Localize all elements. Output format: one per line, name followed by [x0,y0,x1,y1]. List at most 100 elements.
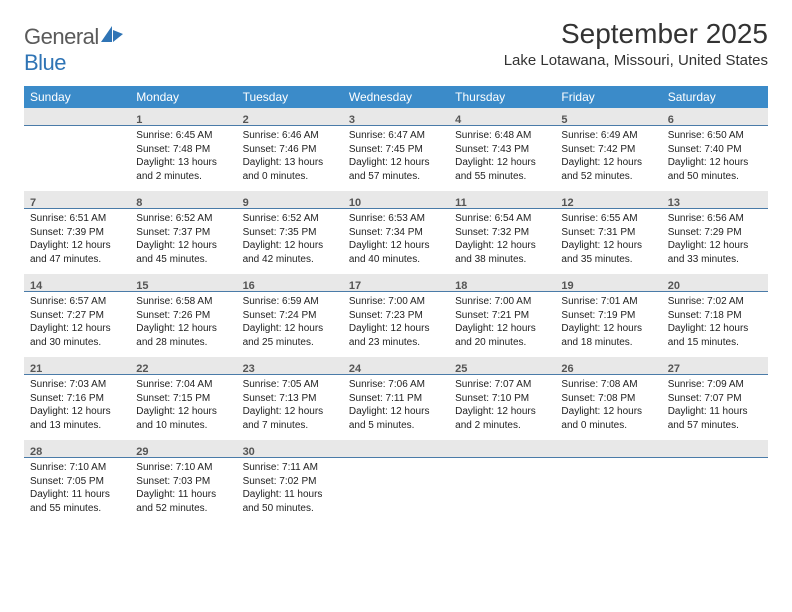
day-number-bar: 8 [130,191,236,209]
daylight-text: Daylight: 13 hours and 2 minutes. [136,156,230,183]
location: Lake Lotawana, Missouri, United States [504,52,768,69]
daylight-text: Daylight: 12 hours and 45 minutes. [136,239,230,266]
day-number-bar: 26 [555,357,661,375]
day-number: 22 [136,363,148,375]
day-number-bar: 18 [449,274,555,292]
daylight-text: Daylight: 12 hours and 38 minutes. [455,239,549,266]
logo-text-blue: Blue [24,50,66,75]
sunset-text: Sunset: 7:42 PM [561,143,655,157]
sunrise-text: Sunrise: 7:10 AM [136,461,230,475]
day-number: 18 [455,280,467,292]
day-cell-body: Sunrise: 7:04 AMSunset: 7:15 PMDaylight:… [130,375,236,440]
day-cell-body [343,458,449,469]
day-cell: 24Sunrise: 7:06 AMSunset: 7:11 PMDayligh… [343,357,449,440]
day-cell [24,108,130,191]
sunset-text: Sunset: 7:08 PM [561,392,655,406]
day-number-bar: 6 [662,108,768,126]
sunrise-text: Sunrise: 7:09 AM [668,378,762,392]
sunset-text: Sunset: 7:19 PM [561,309,655,323]
sunset-text: Sunset: 7:07 PM [668,392,762,406]
day-cell: 19Sunrise: 7:01 AMSunset: 7:19 PMDayligh… [555,274,661,357]
day-number-bar: 24 [343,357,449,375]
sunrise-text: Sunrise: 7:07 AM [455,378,549,392]
daylight-text: Daylight: 12 hours and 0 minutes. [561,405,655,432]
week-row: 1Sunrise: 6:45 AMSunset: 7:48 PMDaylight… [24,108,768,191]
day-number-bar: 2 [237,108,343,126]
daylight-text: Daylight: 12 hours and 15 minutes. [668,322,762,349]
sunset-text: Sunset: 7:15 PM [136,392,230,406]
daylight-text: Daylight: 11 hours and 57 minutes. [668,405,762,432]
day-number-bar: 17 [343,274,449,292]
day-cell: 25Sunrise: 7:07 AMSunset: 7:10 PMDayligh… [449,357,555,440]
sunrise-text: Sunrise: 7:05 AM [243,378,337,392]
sunset-text: Sunset: 7:32 PM [455,226,549,240]
day-number-bar: 14 [24,274,130,292]
sunrise-text: Sunrise: 6:49 AM [561,129,655,143]
daylight-text: Daylight: 12 hours and 25 minutes. [243,322,337,349]
sunrise-text: Sunrise: 7:10 AM [30,461,124,475]
day-cell: 20Sunrise: 7:02 AMSunset: 7:18 PMDayligh… [662,274,768,357]
daylight-text: Daylight: 12 hours and 30 minutes. [30,322,124,349]
day-number: 24 [349,363,361,375]
day-cell: 1Sunrise: 6:45 AMSunset: 7:48 PMDaylight… [130,108,236,191]
day-number: 2 [243,114,249,126]
day-cell: 14Sunrise: 6:57 AMSunset: 7:27 PMDayligh… [24,274,130,357]
daylight-text: Daylight: 12 hours and 35 minutes. [561,239,655,266]
sunrise-text: Sunrise: 7:03 AM [30,378,124,392]
day-number-bar: 13 [662,191,768,209]
daylight-text: Daylight: 12 hours and 13 minutes. [30,405,124,432]
daylight-text: Daylight: 12 hours and 57 minutes. [349,156,443,183]
day-cell-body: Sunrise: 7:00 AMSunset: 7:23 PMDaylight:… [343,292,449,357]
sunrise-text: Sunrise: 6:54 AM [455,212,549,226]
sunset-text: Sunset: 7:11 PM [349,392,443,406]
day-cell-body: Sunrise: 6:49 AMSunset: 7:42 PMDaylight:… [555,126,661,191]
day-cell-body: Sunrise: 6:58 AMSunset: 7:26 PMDaylight:… [130,292,236,357]
day-cell-body: Sunrise: 6:52 AMSunset: 7:37 PMDaylight:… [130,209,236,274]
daylight-text: Daylight: 12 hours and 47 minutes. [30,239,124,266]
day-header: Wednesday [343,86,449,108]
day-number: 11 [455,197,467,209]
day-cell: 26Sunrise: 7:08 AMSunset: 7:08 PMDayligh… [555,357,661,440]
day-number: 21 [30,363,42,375]
week-row: 7Sunrise: 6:51 AMSunset: 7:39 PMDaylight… [24,191,768,274]
daylight-text: Daylight: 12 hours and 5 minutes. [349,405,443,432]
day-number-bar: 19 [555,274,661,292]
day-cell: 17Sunrise: 7:00 AMSunset: 7:23 PMDayligh… [343,274,449,357]
day-number: 30 [243,446,255,458]
sunset-text: Sunset: 7:35 PM [243,226,337,240]
day-cell-body: Sunrise: 6:48 AMSunset: 7:43 PMDaylight:… [449,126,555,191]
daylight-text: Daylight: 12 hours and 2 minutes. [455,405,549,432]
day-cell-body: Sunrise: 6:51 AMSunset: 7:39 PMDaylight:… [24,209,130,274]
day-number: 28 [30,446,42,458]
day-number: 26 [561,363,573,375]
day-number-bar: 21 [24,357,130,375]
week-row: 21Sunrise: 7:03 AMSunset: 7:16 PMDayligh… [24,357,768,440]
day-number-bar: 1 [130,108,236,126]
day-header: Sunday [24,86,130,108]
day-cell-body: Sunrise: 6:46 AMSunset: 7:46 PMDaylight:… [237,126,343,191]
day-number-bar: 9 [237,191,343,209]
sunset-text: Sunset: 7:46 PM [243,143,337,157]
sunrise-text: Sunrise: 6:45 AM [136,129,230,143]
sunset-text: Sunset: 7:24 PM [243,309,337,323]
day-cell-body: Sunrise: 6:45 AMSunset: 7:48 PMDaylight:… [130,126,236,191]
sunset-text: Sunset: 7:39 PM [30,226,124,240]
day-cell-body: Sunrise: 7:10 AMSunset: 7:03 PMDaylight:… [130,458,236,523]
sunset-text: Sunset: 7:48 PM [136,143,230,157]
day-cell: 29Sunrise: 7:10 AMSunset: 7:03 PMDayligh… [130,440,236,523]
day-cell-body [24,126,130,137]
day-cell: 6Sunrise: 6:50 AMSunset: 7:40 PMDaylight… [662,108,768,191]
day-number: 17 [349,280,361,292]
day-number-bar: 28 [24,440,130,458]
sunset-text: Sunset: 7:45 PM [349,143,443,157]
month-title: September 2025 [504,18,768,50]
day-number: 12 [561,197,573,209]
daylight-text: Daylight: 12 hours and 40 minutes. [349,239,443,266]
day-number: 8 [136,197,142,209]
daylight-text: Daylight: 12 hours and 52 minutes. [561,156,655,183]
daylight-text: Daylight: 12 hours and 20 minutes. [455,322,549,349]
day-cell: 8Sunrise: 6:52 AMSunset: 7:37 PMDaylight… [130,191,236,274]
sunrise-text: Sunrise: 6:48 AM [455,129,549,143]
sunset-text: Sunset: 7:26 PM [136,309,230,323]
daylight-text: Daylight: 11 hours and 50 minutes. [243,488,337,515]
